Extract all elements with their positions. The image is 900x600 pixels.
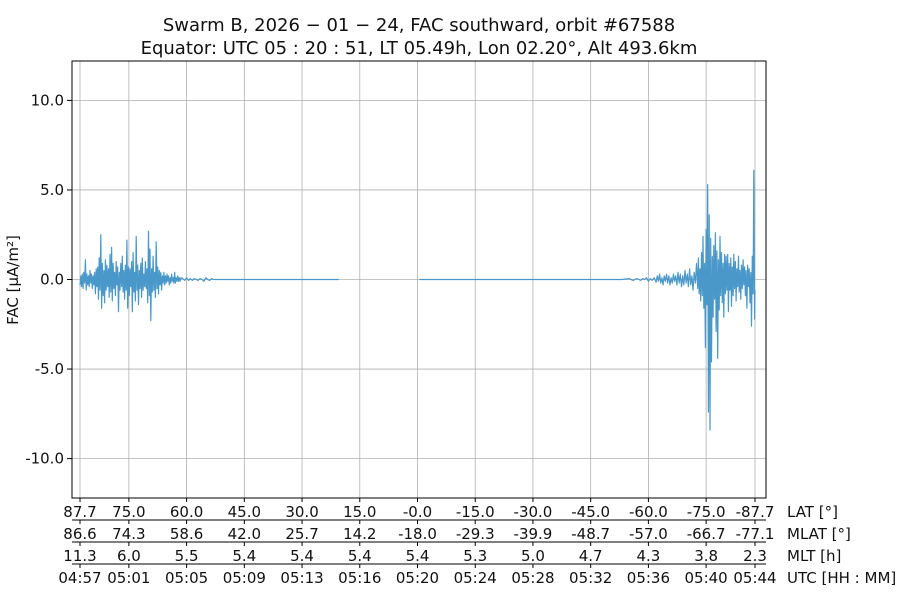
x-row-tick-label: 05:40 <box>685 569 728 587</box>
x-row-tick-label: -29.3 <box>456 525 495 543</box>
x-row-tick-label: 5.5 <box>175 547 199 565</box>
x-row-label: LAT [°] <box>787 503 838 521</box>
x-row-tick-label: 4.7 <box>579 547 603 565</box>
x-row-tick-label: 05:05 <box>165 569 208 587</box>
x-row-tick-label: 5.4 <box>232 547 256 565</box>
x-row-tick-label: 05:36 <box>627 569 670 587</box>
x-row-tick-label: 87.7 <box>63 503 96 521</box>
x-row-tick-label: 58.6 <box>170 525 203 543</box>
x-row-tick-label: 5.4 <box>406 547 430 565</box>
x-row-tick-label: -75.0 <box>687 503 726 521</box>
x-row-tick-label: -0.0 <box>403 503 432 521</box>
x-row-tick-label: -45.0 <box>571 503 610 521</box>
y-tick-label: 0.0 <box>40 271 64 289</box>
x-row-tick-label: 42.0 <box>228 525 261 543</box>
y-tick-label: -5.0 <box>35 360 64 378</box>
chart-title-line2: Equator: UTC 05 : 20 : 51, LT 05.49h, Lo… <box>141 38 698 59</box>
x-row-label: UTC [HH : MM] <box>787 569 896 587</box>
fac-trace-segment <box>419 169 756 431</box>
x-row-tick-label: -87.7 <box>736 503 775 521</box>
x-row-tick-label: -30.0 <box>514 503 553 521</box>
x-row-tick-label: 5.4 <box>290 547 314 565</box>
x-row-label: MLT [h] <box>787 547 841 565</box>
x-row-tick-label: -66.7 <box>687 525 726 543</box>
y-axis: -10.0 -5.0 0.0 5.0 10.0 <box>25 91 72 468</box>
x-row-tick-label: 04:57 <box>58 569 101 587</box>
x-row-tick-label: 15.0 <box>343 503 376 521</box>
x-row-tick-label: 2.3 <box>743 547 767 565</box>
y-axis-label: FAC [µA/m²] <box>4 235 22 325</box>
fac-trace <box>79 169 756 431</box>
y-tick-label: 10.0 <box>31 91 64 109</box>
x-row-tick-label: 75.0 <box>112 503 145 521</box>
y-tick-label: -10.0 <box>25 450 64 468</box>
x-row-label: MLAT [°] <box>787 525 851 543</box>
x-row-tick-label: 05:09 <box>223 569 266 587</box>
x-row-tick-label: 05:20 <box>396 569 439 587</box>
x-row-tick-label: -39.9 <box>514 525 553 543</box>
fac-trace-segment <box>79 230 339 322</box>
x-row-tick-label: 11.3 <box>63 547 96 565</box>
x-row-tick-label: 4.3 <box>636 547 660 565</box>
x-row-tick-label: 30.0 <box>285 503 318 521</box>
x-row-tick-label: 14.2 <box>343 525 376 543</box>
chart-title-line1: Swarm B, 2026 − 01 − 24, FAC southward, … <box>163 15 675 36</box>
x-row-tick-label: 5.3 <box>463 547 487 565</box>
x-row-tick-label: -60.0 <box>629 503 668 521</box>
x-row-tick-label: 3.8 <box>694 547 718 565</box>
x-row-tick-label: -77.1 <box>736 525 775 543</box>
x-row-tick-label: 25.7 <box>285 525 318 543</box>
x-row-tick-label: -18.0 <box>398 525 437 543</box>
x-row-tick-label: 05:01 <box>107 569 150 587</box>
x-row-tick-label: 60.0 <box>170 503 203 521</box>
x-row-tick-label: -57.0 <box>629 525 668 543</box>
x-row-tick-label: 05:24 <box>454 569 497 587</box>
x-row-tick-label: -48.7 <box>571 525 610 543</box>
x-axis-rows: 87.7 75.0 60.0 45.0 30.0 15.0 -0.0 -15.0 -30.0 -4… <box>58 497 896 587</box>
x-row-tick-label: 05:28 <box>511 569 554 587</box>
x-row-tick-label: 05:44 <box>733 569 776 587</box>
x-row-tick-label: 45.0 <box>228 503 261 521</box>
x-row-tick-label: 6.0 <box>117 547 141 565</box>
x-row-tick-label: -15.0 <box>456 503 495 521</box>
x-row-tick-label: 05:16 <box>338 569 381 587</box>
x-row-tick-label: 86.6 <box>63 525 96 543</box>
x-row-tick-label: 5.4 <box>348 547 372 565</box>
grid <box>72 61 766 498</box>
x-row-tick-label: 05:13 <box>280 569 323 587</box>
x-row-tick-label: 05:32 <box>569 569 612 587</box>
x-row-tick-label: 5.0 <box>521 547 545 565</box>
x-row-tick-label: 74.3 <box>112 525 145 543</box>
y-tick-label: 5.0 <box>40 181 64 199</box>
